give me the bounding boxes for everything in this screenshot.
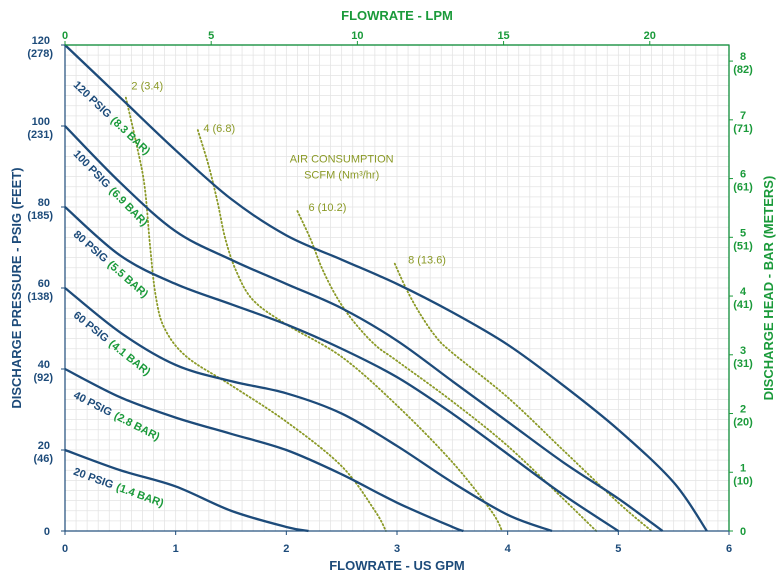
air-consumption-line xyxy=(124,96,387,532)
air-consumption-line xyxy=(196,129,504,532)
air-consumption-title: AIR CONSUMPTION xyxy=(290,153,394,165)
pressure-bar-label: (5.5 BAR) xyxy=(105,259,150,301)
pressure-bar-label: (2.8 BAR) xyxy=(112,410,162,443)
y-tick-sublabel-left: (92) xyxy=(33,372,53,384)
pressure-bar-label: (4.1 BAR) xyxy=(106,338,152,379)
y-tick-label-right: 1 xyxy=(740,462,746,474)
pressure-curve-label: 80 PSIG(5.5 BAR) xyxy=(71,229,151,301)
y-tick-sublabel-right: (41) xyxy=(733,299,753,311)
air-consumption-label: 2 (3.4) xyxy=(131,81,163,93)
x-axis-title-bottom: FLOWRATE - US GPM xyxy=(329,558,465,573)
x-tick-label-bottom: 3 xyxy=(394,543,400,555)
pressure-curves-layer xyxy=(64,44,708,533)
pressure-curve-label: 40 PSIG(2.8 BAR) xyxy=(71,389,161,443)
y-tick-label-left: 0 xyxy=(44,526,50,538)
y-axis-title-right: DISCHARGE HEAD - BAR (METERS) xyxy=(761,176,776,401)
pressure-curve xyxy=(64,125,664,532)
y-tick-label-left: 120 xyxy=(32,35,50,47)
y-tick-sublabel-left: (46) xyxy=(33,453,53,465)
pressure-psig-label: 80 PSIG xyxy=(71,229,110,265)
x-tick-label-top: 15 xyxy=(497,30,509,42)
y-tick-label-right: 4 xyxy=(740,286,747,298)
x-tick-label-top: 10 xyxy=(351,30,363,42)
y-tick-sublabel-right: (31) xyxy=(733,358,753,370)
pressure-psig-label: 20 PSIG xyxy=(72,466,115,492)
x-tick-label-bottom: 6 xyxy=(726,543,732,555)
y-tick-sublabel-left: (278) xyxy=(27,48,53,60)
x-tick-label-top: 20 xyxy=(644,30,656,42)
air-consumption-label: 4 (6.8) xyxy=(203,123,235,135)
x-tick-label-bottom: 5 xyxy=(615,543,621,555)
pressure-bar-label: (1.4 BAR) xyxy=(115,482,166,510)
x-axis-title-top: FLOWRATE - LPM xyxy=(341,8,453,23)
y-tick-label-right: 3 xyxy=(740,345,746,357)
y-tick-label-left: 20 xyxy=(38,440,50,452)
pressure-psig-label: 60 PSIG xyxy=(71,309,111,344)
air-consumption-label: 8 (13.6) xyxy=(408,255,446,267)
pressure-curve xyxy=(64,367,464,533)
x-tick-label-top: 5 xyxy=(208,30,214,42)
pressure-curve xyxy=(64,44,708,532)
y-tick-label-left: 100 xyxy=(32,116,50,128)
y-tick-sublabel-right: (82) xyxy=(733,64,753,76)
y-tick-sublabel-right: (51) xyxy=(733,240,753,252)
y-axis-title-left: DISCHARGE PRESSURE - PSIG (FEET) xyxy=(9,167,24,408)
pressure-curve xyxy=(64,287,553,533)
y-tick-label-right: 5 xyxy=(740,227,746,239)
pressure-curve xyxy=(64,206,619,532)
y-tick-sublabel-left: (138) xyxy=(27,291,53,303)
y-tick-label-right: 6 xyxy=(740,169,746,181)
y-tick-label-right: 7 xyxy=(740,110,746,122)
air-consumption-label: 6 (10.2) xyxy=(308,202,346,214)
air-consumption-units: SCFM (Nm³/hr) xyxy=(304,169,379,181)
pressure-curve-label: 20 PSIG(1.4 BAR) xyxy=(72,466,166,510)
y-tick-label-left: 60 xyxy=(38,278,50,290)
air-consumption-line xyxy=(296,210,598,532)
y-tick-sublabel-right: (20) xyxy=(733,417,753,429)
y-tick-sublabel-right: (61) xyxy=(733,182,753,194)
x-tick-label-bottom: 2 xyxy=(283,543,289,555)
pressure-curve xyxy=(64,448,309,533)
pressure-psig-label: 40 PSIG xyxy=(71,389,113,419)
y-tick-label-right: 0 xyxy=(740,526,746,538)
y-tick-sublabel-right: (71) xyxy=(733,123,753,135)
y-tick-label-left: 40 xyxy=(38,359,50,371)
pressure-curve-label: 60 PSIG(4.1 BAR) xyxy=(71,309,153,378)
labels-layer: 2 (3.4) 4 (6.8) 6 (10.2) 8 (13.6) AIR CONSUM… xyxy=(71,79,446,510)
x-tick-label-bottom: 0 xyxy=(62,543,68,555)
y-tick-label-right: 8 xyxy=(740,51,746,63)
air-consumption-line xyxy=(393,262,653,532)
y-tick-label-left: 80 xyxy=(38,197,50,209)
y-tick-sublabel-left: (185) xyxy=(27,210,53,222)
x-tick-label-top: 0 xyxy=(62,30,68,42)
y-tick-label-right: 2 xyxy=(740,404,746,416)
x-tick-label-bottom: 1 xyxy=(173,543,179,555)
grid-layer xyxy=(64,44,730,532)
y-tick-sublabel-right: (10) xyxy=(733,475,753,487)
y-tick-sublabel-left: (231) xyxy=(27,129,53,141)
x-tick-label-bottom: 4 xyxy=(505,543,512,555)
